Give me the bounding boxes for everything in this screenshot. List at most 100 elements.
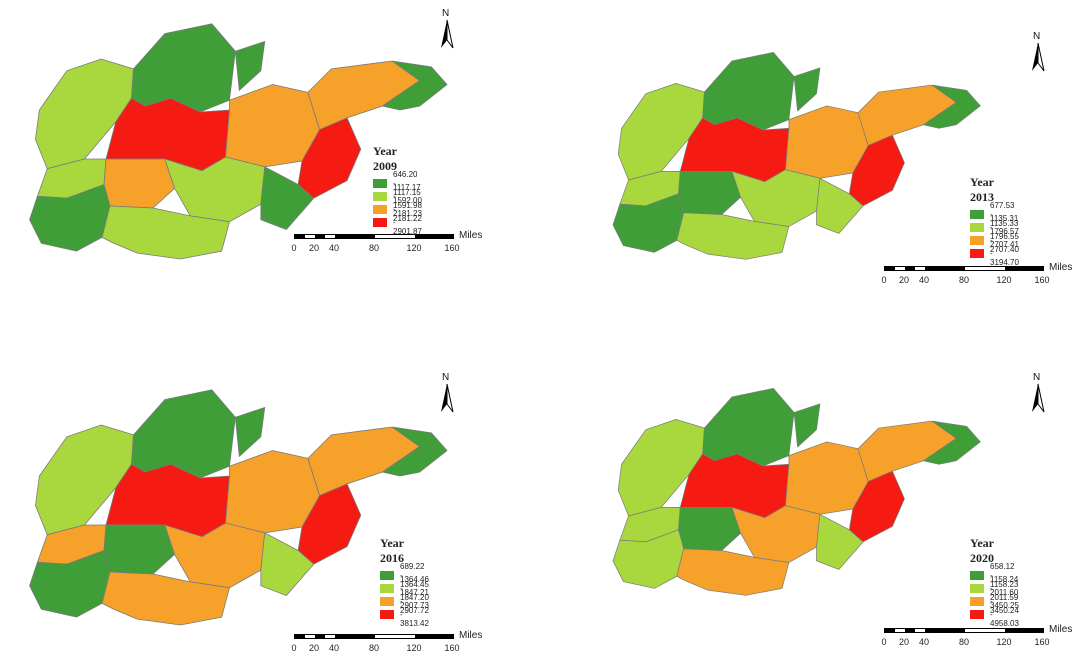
scale-tick: 40: [328, 243, 340, 253]
legend-item-4: 2907.73 - 3813.42: [380, 601, 429, 628]
legend-swatch: [970, 236, 984, 245]
north-arrow-icon: N: [1027, 31, 1051, 77]
legend-swatch: [970, 210, 984, 219]
map-region-south-center: [731, 169, 821, 227]
legend-label: 646.20 - 1117.15: [393, 170, 421, 197]
legend-label: 1117.17 - 1591.98: [393, 183, 422, 210]
scale-tick: 40: [918, 275, 930, 285]
legend: Year 2020 658.12 - 1158.23 1158.24 - 201…: [970, 536, 1019, 628]
legend-swatch: [380, 584, 394, 593]
legend-item-4: 3450.25 - 4958.03: [970, 601, 1019, 628]
legend-label: 2707.41 - 3194.70: [990, 240, 1019, 267]
scale-tick: 80: [958, 637, 970, 647]
map-region-middle-south: [103, 158, 176, 209]
legend: Year 2009 646.20 - 1117.15 1117.17 - 159…: [373, 144, 422, 236]
map-region-north-east-small: [234, 40, 266, 92]
map-region-north-central: [131, 23, 236, 113]
scale-tick: 20: [898, 275, 910, 285]
legend-item-4: 2181.23 - 2901.87: [373, 209, 422, 236]
legend-swatch: [380, 571, 394, 580]
scale-tick: 160: [444, 643, 460, 653]
legend-label: 1135.31 - 1796.55: [990, 214, 1019, 241]
legend-swatch: [373, 218, 387, 227]
scale-bar: Miles 0 20 40 80 120 160: [291, 630, 484, 664]
scale-tick: 80: [958, 275, 970, 285]
scale-tick: 0: [881, 275, 887, 285]
scale-tick: 80: [368, 243, 380, 253]
scale-tick: 120: [406, 243, 422, 253]
legend: Year 2016 689.22 - 1364.45 1364.46 - 184…: [380, 536, 429, 628]
legend-item-3: 1592.00 - 2181.22: [373, 196, 422, 223]
scale-tick: 160: [1034, 275, 1050, 285]
map-region-south-east: [260, 166, 315, 231]
legend-item-3: 1796.57 - 2707.40: [970, 227, 1019, 254]
legend-item-1: 689.22 - 1364.45: [380, 562, 429, 589]
legend-label: 1847.21 - 2907.72: [400, 588, 429, 615]
legend-swatch: [373, 179, 387, 188]
scale-tick: 80: [368, 643, 380, 653]
legend-item-3: 2011.60 - 3450.24: [970, 588, 1019, 615]
map-region-north-east-small: [793, 67, 821, 112]
legend-item-2: 1364.46 - 1847.20: [380, 575, 429, 602]
legend-swatch: [970, 584, 984, 593]
scale-tick: 160: [444, 243, 460, 253]
legend-label: 2011.60 - 3450.24: [990, 588, 1019, 615]
scale-bar: Miles 0 20 40 80 120 160: [291, 230, 484, 264]
scale-bar-graphic: [294, 234, 454, 239]
map-region-middle-south: [678, 171, 742, 215]
map-region-south-east: [816, 513, 864, 570]
choropleth-map: [612, 51, 981, 260]
scale-tick: 120: [996, 637, 1012, 647]
legend-title: Year 2016: [380, 536, 404, 565]
legend-item-2: 1135.31 - 1796.55: [970, 214, 1019, 241]
legend-title: Year 2020: [970, 536, 994, 565]
north-arrow-glyph-icon: [441, 383, 454, 413]
north-arrow-icon: N: [436, 372, 460, 418]
map-region-south-center: [164, 522, 266, 589]
legend-swatch: [970, 610, 984, 619]
map-region-south-center: [731, 505, 821, 563]
legend-swatch: [373, 205, 387, 214]
north-arrow-glyph-icon: [1032, 42, 1045, 72]
legend-label: 658.12 - 1158.23: [990, 562, 1019, 589]
scale-tick: 160: [1034, 637, 1050, 647]
legend-swatch: [970, 249, 984, 258]
legend-label: 677.53 - 1135.33: [990, 201, 1019, 228]
scale-tick: 120: [406, 643, 422, 653]
legend: Year 2013 677.53 - 1135.33 1135.31 - 179…: [970, 175, 1019, 267]
legend-item-1: 646.20 - 1117.15: [373, 170, 422, 197]
legend-item-2: 1117.17 - 1591.98: [373, 183, 422, 210]
map-region-peninsula-tip: [922, 84, 981, 129]
scale-bar-graphic: [884, 628, 1044, 633]
legend-swatch: [380, 597, 394, 606]
map-region-north-central: [702, 51, 795, 131]
scale-tick: 0: [881, 637, 887, 647]
map-region-north-east-small: [234, 406, 266, 458]
choropleth-map: [612, 387, 981, 596]
north-arrow-icon: N: [436, 8, 460, 54]
map-region-south-bottom: [101, 571, 230, 626]
map-region-south-bottom: [676, 548, 790, 596]
map-region-middle-south: [678, 507, 742, 551]
legend-label: 1158.24 - 2011.59: [990, 575, 1019, 602]
legend-swatch: [970, 597, 984, 606]
scale-tick: 20: [308, 643, 320, 653]
map-region-north-central: [131, 389, 236, 479]
scale-bar-graphic: [884, 266, 1044, 271]
scale-tick: 40: [918, 637, 930, 647]
map-region-south-east: [816, 177, 864, 234]
map-region-south-center: [164, 156, 266, 223]
legend-swatch: [970, 223, 984, 232]
legend-label: 1592.00 - 2181.22: [393, 196, 422, 223]
legend-label: 1364.46 - 1847.20: [400, 575, 429, 602]
scale-bar: Miles 0 20 40 80 120 160: [881, 624, 1072, 658]
map-region-north-central: [702, 387, 795, 467]
legend-label: 3450.25 - 4958.03: [990, 601, 1019, 628]
north-arrow-glyph-icon: [441, 19, 454, 49]
map-region-peninsula-tip: [381, 426, 448, 477]
legend-swatch: [373, 192, 387, 201]
map-region-south-bottom: [101, 205, 230, 260]
choropleth-map: [29, 389, 448, 626]
legend-title: Year 2009: [373, 144, 397, 173]
legend-item-1: 658.12 - 1158.23: [970, 562, 1019, 589]
